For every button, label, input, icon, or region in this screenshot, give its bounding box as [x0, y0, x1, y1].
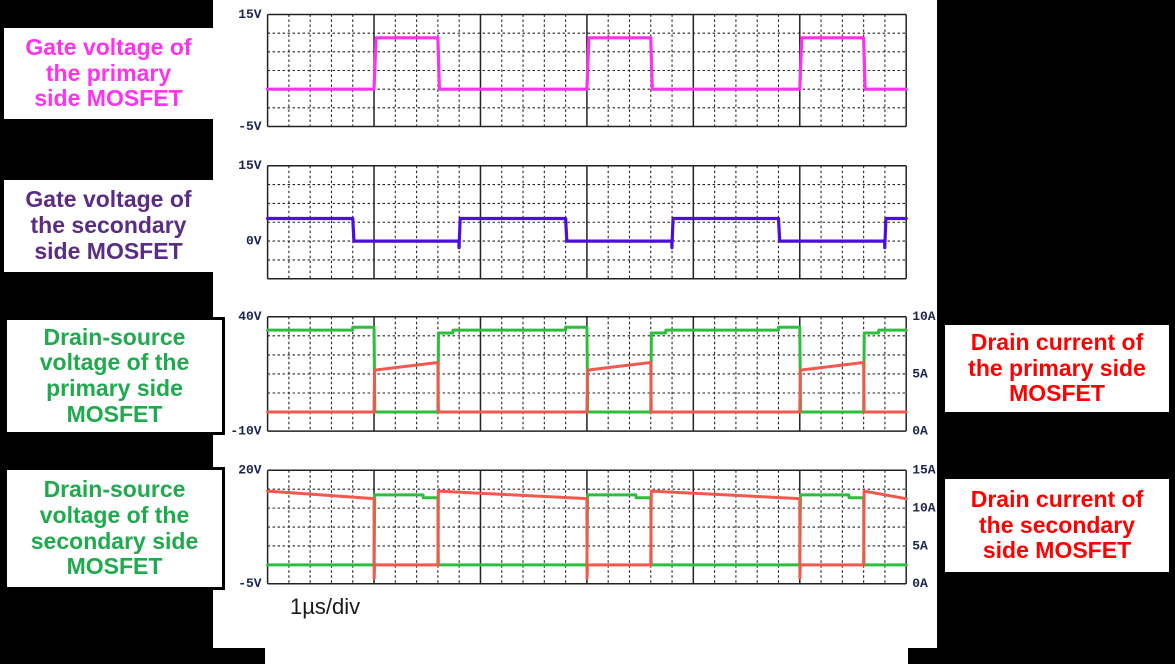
svg-text:0A: 0A — [912, 576, 928, 591]
svg-text:-5V: -5V — [238, 576, 262, 591]
svg-text:10A: 10A — [912, 309, 936, 324]
svg-text:0A: 0A — [912, 424, 928, 439]
svg-text:5A: 5A — [912, 538, 928, 553]
svg-text:10A: 10A — [912, 501, 936, 516]
svg-text:-10V: -10V — [230, 424, 261, 439]
svg-text:0V: 0V — [246, 234, 262, 249]
svg-text:15V: 15V — [238, 7, 262, 22]
svg-text:15A: 15A — [912, 463, 936, 478]
svg-text:20V: 20V — [238, 463, 262, 478]
svg-text:-5V: -5V — [238, 119, 262, 134]
svg-text:5A: 5A — [912, 366, 928, 381]
svg-text:40V: 40V — [238, 309, 262, 324]
svg-text:15V: 15V — [238, 158, 262, 173]
